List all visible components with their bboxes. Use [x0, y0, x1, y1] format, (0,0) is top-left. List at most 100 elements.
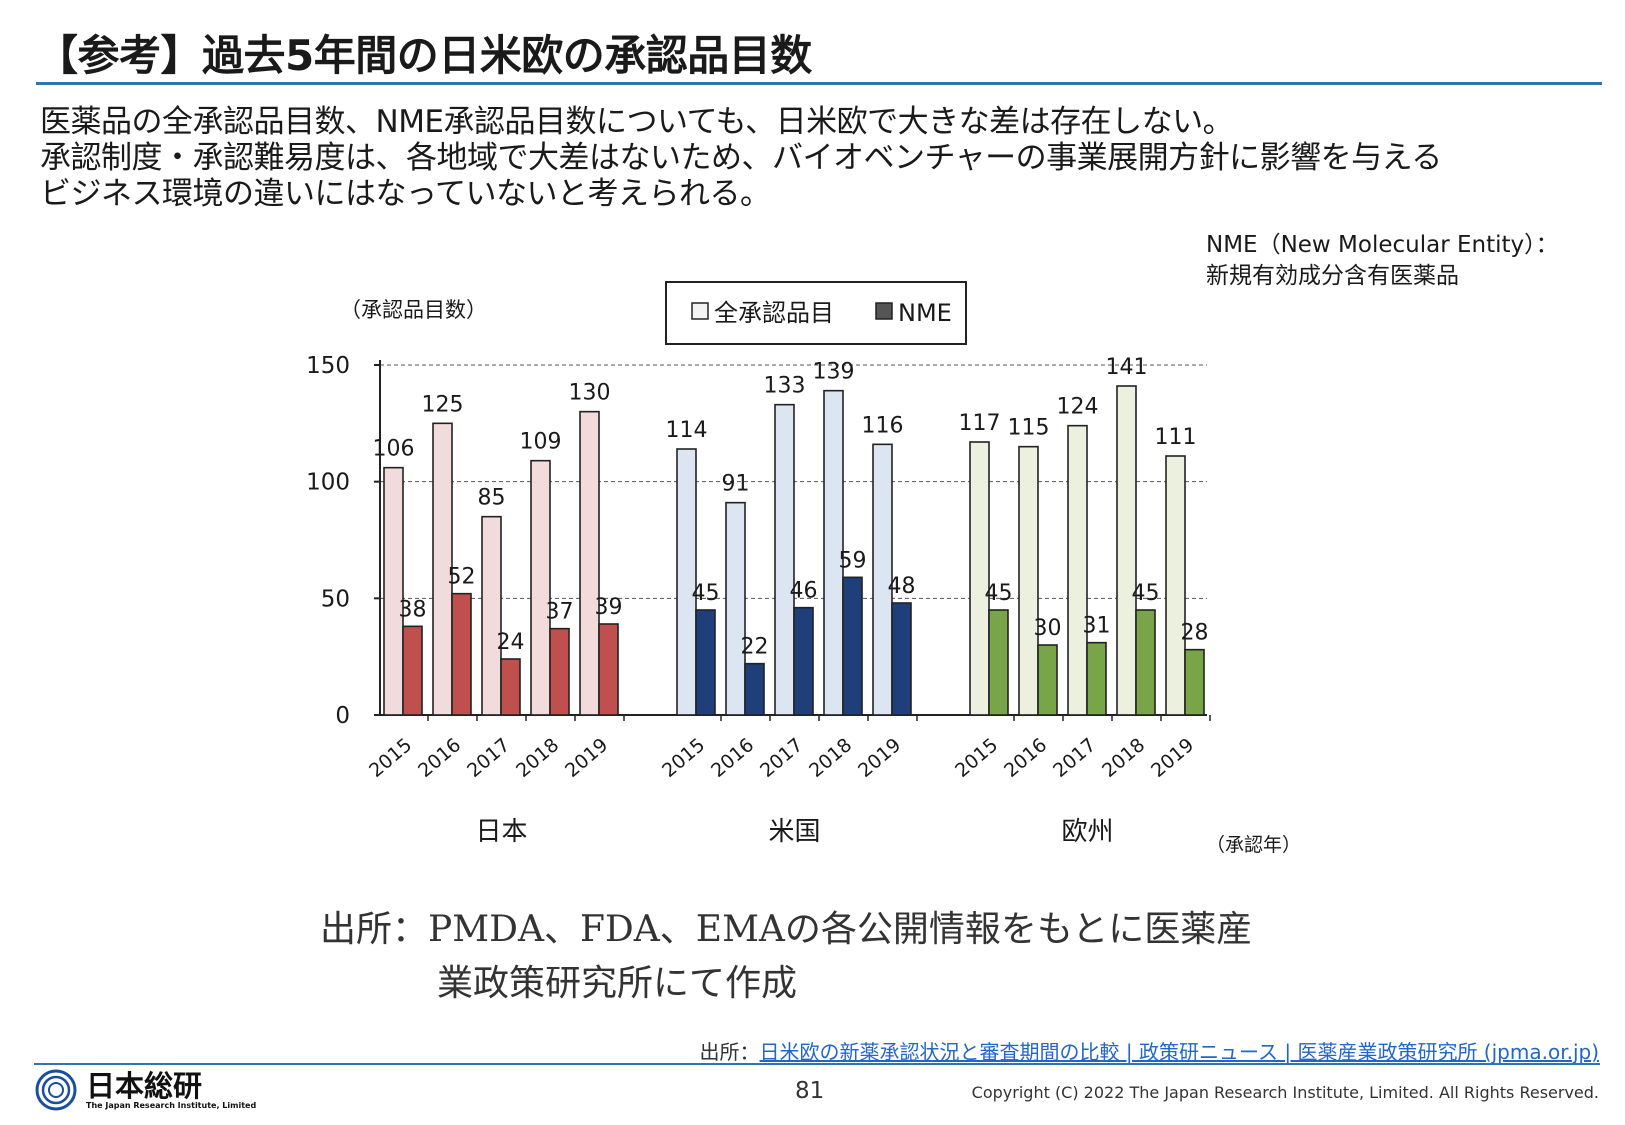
summary-line-3: ビジネス環境の違いにはなっていないと考えられる。 [40, 176, 771, 212]
bar-total-1-2018 [823, 389, 844, 716]
data-label-nme-0-2017: 24 [497, 630, 525, 655]
data-label-total-1-2017: 133 [764, 374, 806, 399]
bar-total-2-2019 [1165, 455, 1186, 716]
data-label-nme-2-2016: 30 [1034, 616, 1062, 641]
source-citation: 出所：日米欧の新薬承認状況と審査期間の比較 | 政策研ニュース | 医薬産業政策… [700, 1036, 1599, 1065]
y-tick-label-150: 150 [306, 353, 350, 379]
x-tick-label-1-2015: 2015 [658, 734, 709, 782]
data-label-nme-1-2015: 45 [692, 581, 720, 606]
logo-subtitle: The Japan Research Institute, Limited [86, 1100, 257, 1110]
bar-total-2-2018 [1116, 385, 1137, 716]
bar-total-0-2015 [383, 466, 404, 716]
bar-nme-2-2018 [1135, 609, 1156, 716]
x-tick-label-0-2018: 2018 [512, 734, 563, 782]
data-label-total-2-2015: 117 [959, 411, 1001, 436]
data-label-total-0-2015: 106 [373, 437, 415, 462]
bar-nme-0-2018 [549, 627, 570, 716]
data-label-total-2-2017: 124 [1057, 395, 1099, 420]
data-label-nme-0-2015: 38 [399, 597, 427, 622]
legend-label-nme: NME [898, 299, 952, 327]
group-label-1: 米国 [768, 817, 820, 847]
logo-name: 日本総研 [86, 1068, 203, 1103]
summary-text: 医薬品の全承認品目数、NME承認品目数についても、日米欧で大きな差は存在しない。… [40, 104, 1442, 212]
chart-source-note: 出所：PMDA、FDA、EMAの各公開情報をもとに医薬産 業政策研究所にて作成 [320, 903, 1252, 1011]
x-tick-label-1-2018: 2018 [805, 734, 856, 782]
bar-total-0-2018 [530, 459, 551, 716]
bar-total-1-2015 [676, 448, 697, 716]
data-label-total-2-2016: 115 [1008, 416, 1050, 441]
data-label-nme-2-2017: 31 [1083, 614, 1111, 639]
data-label-nme-1-2019: 48 [888, 574, 916, 599]
data-label-total-1-2018: 139 [813, 360, 855, 385]
bar-total-0-2016 [432, 422, 453, 716]
data-label-nme-1-2016: 22 [741, 635, 769, 660]
source-line-2: 業政策研究所にて作成 [437, 963, 798, 1004]
group-label-0: 日本 [475, 817, 527, 847]
bar-nme-1-2015 [695, 609, 716, 716]
data-label-nme-0-2018: 37 [546, 600, 574, 625]
bar-nme-2-2016 [1037, 644, 1058, 716]
data-label-total-2-2019: 111 [1155, 425, 1197, 450]
bar-nme-2-2019 [1184, 648, 1205, 716]
bar-nme-2-2015 [988, 609, 1009, 716]
summary-line-1: 医薬品の全承認品目数、NME承認品目数についても、日米欧で大きな差は存在しない。 [40, 104, 1234, 140]
legend-box [665, 281, 967, 345]
x-tick-label-2-2019: 2019 [1147, 734, 1198, 782]
bar-total-0-2017 [481, 515, 502, 716]
nme-definition-note: NME（New Molecular Entity）： 新規有効成分含有医薬品 [1206, 230, 1559, 292]
bar-nme-2-2017 [1086, 641, 1107, 716]
bar-total-2-2017 [1067, 424, 1088, 716]
bar-total-1-2019 [872, 443, 893, 716]
logo-emblem-icon [35, 1069, 77, 1111]
bar-nme-0-2015 [402, 625, 423, 716]
company-logo: 日本総研 The Japan Research Institute, Limit… [34, 1068, 256, 1112]
y-tick-label-50: 50 [321, 586, 350, 612]
bar-total-2-2015 [969, 441, 990, 716]
page-title: 【参考】過去5年間の日米欧の承認品目数 [36, 31, 812, 80]
bar-nme-1-2016 [744, 662, 765, 716]
data-label-nme-0-2016: 52 [448, 565, 476, 590]
bar-total-1-2016 [725, 501, 746, 716]
y-tick-label-0: 0 [335, 703, 350, 729]
bar-total-0-2019 [579, 410, 600, 716]
bar-nme-1-2018 [842, 576, 863, 716]
x-tick-label-0-2019: 2019 [561, 734, 612, 782]
x-tick-label-1-2016: 2016 [707, 734, 758, 782]
source-link[interactable]: 日米欧の新薬承認状況と審査期間の比較 | 政策研ニュース | 医薬産業政策研究所… [759, 1040, 1599, 1064]
x-tick-label-2-2015: 2015 [951, 734, 1002, 782]
nme-note-line-1: NME（New Molecular Entity）： [1206, 232, 1559, 258]
data-label-total-1-2015: 114 [666, 418, 708, 443]
data-label-total-0-2018: 109 [520, 430, 562, 455]
x-tick-label-1-2017: 2017 [756, 734, 807, 782]
x-tick-label-0-2016: 2016 [414, 734, 465, 782]
bar-nme-0-2017 [500, 658, 521, 716]
source-prefix: 出所： [699, 1040, 760, 1064]
data-label-total-0-2016: 125 [422, 392, 464, 417]
y-tick-label-100: 100 [306, 470, 350, 496]
nme-note-line-2: 新規有効成分含有医薬品 [1206, 263, 1459, 289]
footer-divider [34, 1063, 1600, 1065]
x-tick-label-1-2019: 2019 [854, 734, 905, 782]
data-label-total-0-2019: 130 [569, 381, 611, 406]
page-number: 81 [795, 1078, 825, 1104]
x-tick-label-2-2016: 2016 [1000, 734, 1051, 782]
data-label-nme-0-2019: 39 [595, 595, 623, 620]
legend-label-total: 全承認品目 [714, 299, 834, 327]
x-tick-label-0-2015: 2015 [365, 734, 416, 782]
bar-nme-1-2019 [891, 602, 912, 716]
source-line-1: 出所：PMDA、FDA、EMAの各公開情報をもとに医薬産 [320, 909, 1253, 950]
bar-nme-1-2017 [793, 606, 814, 716]
data-label-total-0-2017: 85 [478, 486, 506, 511]
legend-swatch-total [691, 302, 709, 320]
x-tick-label-2-2017: 2017 [1049, 734, 1100, 782]
data-label-total-2-2018: 141 [1106, 355, 1148, 380]
copyright-text: Copyright (C) 2022 The Japan Research In… [971, 1083, 1599, 1102]
x-tick-label-0-2017: 2017 [463, 734, 514, 782]
data-label-nme-2-2019: 28 [1181, 621, 1209, 646]
bar-nme-0-2016 [451, 592, 472, 716]
title-divider [36, 82, 1602, 85]
group-label-2: 欧州 [1061, 817, 1113, 847]
bar-nme-0-2019 [598, 623, 619, 716]
data-label-nme-1-2017: 46 [790, 579, 818, 604]
x-tick-label-2-2018: 2018 [1098, 734, 1149, 782]
